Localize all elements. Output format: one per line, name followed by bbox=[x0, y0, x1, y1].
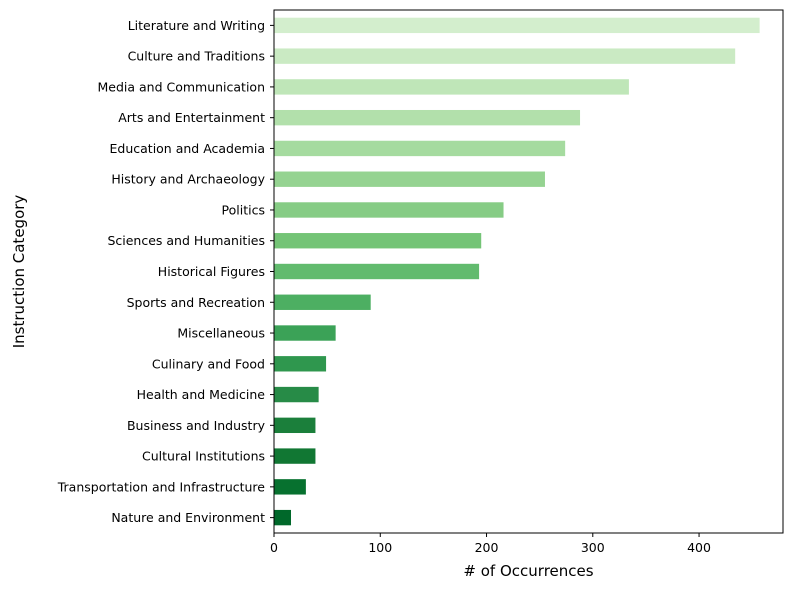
bars-group bbox=[274, 17, 760, 526]
y-tick-label: History and Archaeology bbox=[111, 172, 265, 187]
bar bbox=[274, 140, 566, 157]
bar bbox=[274, 202, 504, 218]
bar bbox=[274, 509, 292, 526]
bar bbox=[274, 386, 319, 403]
bar bbox=[274, 17, 760, 34]
x-tick-label: 200 bbox=[475, 540, 499, 555]
y-tick-label: Media and Communication bbox=[97, 79, 265, 94]
y-tick-label: Transportation and Infrastructure bbox=[57, 479, 266, 494]
x-tick-label: 400 bbox=[687, 540, 711, 555]
y-tick-label: Culture and Traditions bbox=[128, 49, 265, 64]
bar bbox=[274, 263, 480, 280]
x-tick-label: 0 bbox=[270, 540, 278, 555]
y-tick-label: Nature and Environment bbox=[111, 510, 265, 525]
x-tick-label: 300 bbox=[581, 540, 605, 555]
y-tick-label: Historical Figures bbox=[158, 264, 265, 279]
y-tick-label: Sciences and Humanities bbox=[107, 233, 265, 248]
bar bbox=[274, 79, 629, 95]
bar bbox=[274, 417, 316, 434]
y-tick-label: Education and Academia bbox=[110, 141, 266, 156]
bar bbox=[274, 48, 736, 64]
plot-frame bbox=[273, 9, 784, 534]
y-tick-labels: Literature and Writing Culture and Tradit… bbox=[57, 18, 274, 525]
bar bbox=[274, 233, 482, 249]
x-tick-label: 100 bbox=[368, 540, 392, 555]
y-tick-label: Politics bbox=[222, 202, 265, 217]
y-tick-label: Health and Medicine bbox=[137, 387, 266, 402]
y-tick-label: Cultural Institutions bbox=[142, 449, 265, 464]
y-tick-label: Business and Industry bbox=[127, 418, 266, 433]
y-tick-label: Sports and Recreation bbox=[127, 295, 265, 310]
bar bbox=[274, 171, 545, 187]
bar bbox=[274, 325, 336, 341]
y-tick-label: Culinary and Food bbox=[152, 356, 265, 371]
bar bbox=[274, 109, 581, 126]
bar bbox=[274, 356, 327, 372]
x-ticks: 0 100 200 300 400 bbox=[270, 533, 711, 555]
bar bbox=[274, 294, 371, 310]
bar bbox=[274, 479, 306, 495]
bar bbox=[274, 448, 316, 464]
y-tick-label: Literature and Writing bbox=[128, 18, 265, 33]
y-tick-label: Miscellaneous bbox=[177, 326, 265, 341]
y-tick-label: Arts and Entertainment bbox=[118, 110, 265, 125]
x-axis-label: # of Occurrences bbox=[463, 562, 593, 580]
y-axis-label: Instruction Category bbox=[10, 195, 28, 349]
